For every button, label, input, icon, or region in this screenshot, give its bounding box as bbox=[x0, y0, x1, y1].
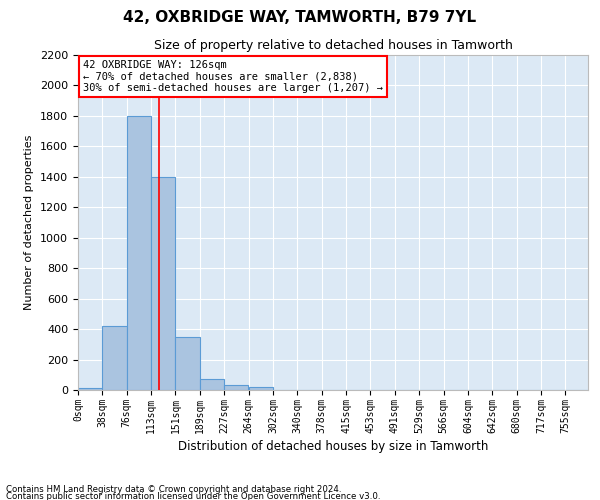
Text: 42, OXBRIDGE WAY, TAMWORTH, B79 7YL: 42, OXBRIDGE WAY, TAMWORTH, B79 7YL bbox=[124, 10, 476, 25]
Text: 42 OXBRIDGE WAY: 126sqm
← 70% of detached houses are smaller (2,838)
30% of semi: 42 OXBRIDGE WAY: 126sqm ← 70% of detache… bbox=[83, 60, 383, 93]
Text: Contains public sector information licensed under the Open Government Licence v3: Contains public sector information licen… bbox=[6, 492, 380, 500]
Bar bbox=[151, 177, 175, 390]
Text: Contains HM Land Registry data © Crown copyright and database right 2024.: Contains HM Land Registry data © Crown c… bbox=[6, 486, 341, 494]
Bar bbox=[248, 388, 273, 390]
X-axis label: Distribution of detached houses by size in Tamworth: Distribution of detached houses by size … bbox=[178, 440, 488, 453]
Bar bbox=[224, 385, 248, 390]
Bar bbox=[175, 336, 200, 390]
Bar bbox=[103, 326, 127, 390]
Bar bbox=[78, 388, 102, 390]
Title: Size of property relative to detached houses in Tamworth: Size of property relative to detached ho… bbox=[154, 40, 512, 52]
Bar bbox=[127, 116, 151, 390]
Bar bbox=[200, 378, 224, 390]
Y-axis label: Number of detached properties: Number of detached properties bbox=[25, 135, 34, 310]
